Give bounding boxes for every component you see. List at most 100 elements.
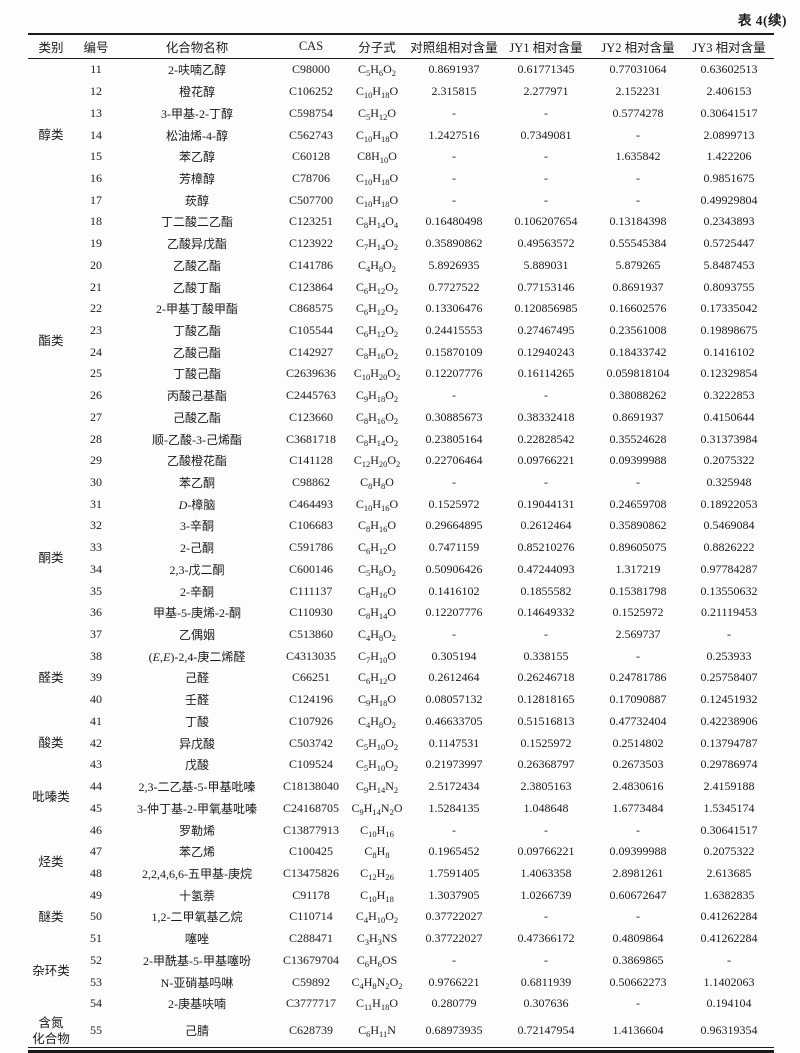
value-control: - xyxy=(452,822,456,837)
value-jy3: 1.422206 xyxy=(706,149,752,164)
row-number: 41 xyxy=(90,713,102,728)
cas-number: C868575 xyxy=(288,301,333,316)
row-number: 35 xyxy=(90,583,102,598)
value-jy1: 0.12940243 xyxy=(517,344,575,359)
cas-number: C60128 xyxy=(291,149,330,164)
table-row: 43 戊酸 C109524 C5H10O2 0.21973997 0.26368797 0.… xyxy=(28,754,774,776)
value-control: 0.8691937 xyxy=(428,62,480,77)
category-cell: 醇类 xyxy=(38,127,64,142)
table-row: 醚类 50 1,2-二甲氧基乙烷 C110714 C4H10O2 0.37722027 - -… xyxy=(28,906,774,928)
row-number: 22 xyxy=(90,301,102,316)
row-number: 46 xyxy=(90,822,102,837)
col-header-jy3: JY3 相对含量 xyxy=(684,34,774,59)
row-number: 34 xyxy=(90,561,102,576)
value-control: - xyxy=(452,952,456,967)
value-jy2: - xyxy=(636,192,640,207)
compound-name: 苯乙烯 xyxy=(178,845,215,860)
compound-name: 2,3-戊二酮 xyxy=(169,562,225,577)
value-jy3: 0.8826222 xyxy=(703,540,755,555)
compound-name: 十氢萘 xyxy=(178,888,215,903)
row-number: 28 xyxy=(90,431,102,446)
value-jy3: 1.5345174 xyxy=(703,800,755,815)
table-row: 48 2,2,4,6,6-五甲基-庚烷 C13475826 C12H26 1.75914… xyxy=(28,863,774,885)
compound-name: 芳樟醇 xyxy=(178,171,215,186)
table-row: 23 丁酸乙酯 C105544 C6H12O2 0.24415553 0.27467495… xyxy=(28,320,774,342)
compound-name: 乙酸丁酯 xyxy=(172,280,221,295)
table-row: 21 乙酸丁酯 C123864 C6H12O2 0.7727522 0.77153146 0… xyxy=(28,276,774,298)
value-control: 0.9766221 xyxy=(428,974,480,989)
value-control: 1.7591405 xyxy=(428,865,480,880)
col-header-cas: CAS xyxy=(276,34,346,59)
compound-name: 2-甲基丁酸甲酯 xyxy=(156,302,238,317)
compound-table: 类别 编号 化合物名称 CAS 分子式 对照组相对含量 JY1 相对含量 JY2… xyxy=(28,33,774,1049)
value-control: 0.46633705 xyxy=(425,713,483,728)
molecular-formula: C4H8N2O2 xyxy=(351,974,403,991)
col-header-formula: 分子式 xyxy=(346,34,408,59)
molecular-formula: C6H6OS xyxy=(356,952,398,969)
value-jy3: 0.25758407 xyxy=(700,670,758,685)
compound-name: 壬醛 xyxy=(184,693,209,708)
cas-number: C2445763 xyxy=(285,388,336,403)
value-jy2: - xyxy=(636,127,640,142)
compound-name: 乙酸橙花酯 xyxy=(166,454,227,469)
cas-number: C123864 xyxy=(288,279,333,294)
molecular-formula: C8H10O xyxy=(357,149,397,166)
row-number: 17 xyxy=(90,192,102,207)
table-row: 17 莰醇 C507700 C10H18O - - - 0.49929804 xyxy=(28,189,774,211)
cas-number: C98000 xyxy=(291,62,330,77)
molecular-formula: C8H16O2 xyxy=(355,344,399,361)
molecular-formula: C9H18O2 xyxy=(355,388,399,405)
cas-number: C13679704 xyxy=(282,952,339,967)
molecular-formula: C10H16 xyxy=(360,822,394,839)
table-row: 45 3-仲丁基-2-甲氧基吡嗪 C24168705 C9H14N2O 1.528413… xyxy=(28,797,774,819)
value-jy1: 0.16114265 xyxy=(517,366,575,381)
compound-name: 丁酸 xyxy=(184,714,209,729)
row-number: 20 xyxy=(90,257,102,272)
value-jy1: 0.49563572 xyxy=(517,236,575,251)
value-jy3: 0.12451932 xyxy=(700,692,758,707)
cas-number: C78706 xyxy=(291,170,330,185)
compound-name: N-亚硝基吗啉 xyxy=(160,975,234,990)
value-jy2: 2.152231 xyxy=(615,84,661,99)
value-jy1: 0.85210276 xyxy=(517,540,575,555)
value-jy2: 0.059818104 xyxy=(606,366,670,381)
value-control: 0.08057132 xyxy=(425,692,483,707)
value-jy2: 0.35890862 xyxy=(609,518,667,533)
row-number: 52 xyxy=(90,952,102,967)
value-jy3: 0.42238906 xyxy=(700,713,758,728)
cas-number: C123922 xyxy=(288,236,333,251)
value-control: 0.13306476 xyxy=(425,301,483,316)
cas-number: C13475826 xyxy=(282,865,339,880)
value-jy1: 2.3805163 xyxy=(520,779,572,794)
value-jy3: 0.3222853 xyxy=(703,388,755,403)
cas-number: C464493 xyxy=(288,496,333,511)
value-jy1: 0.6811939 xyxy=(520,974,572,989)
category-cell: 醚类 xyxy=(38,909,64,924)
cas-number: C109524 xyxy=(288,757,333,772)
value-control: 0.23805164 xyxy=(425,431,483,446)
value-jy3: 0.96319354 xyxy=(684,1014,774,1049)
cas-number: C288471 xyxy=(288,931,333,946)
value-jy2: 0.38088262 xyxy=(609,388,667,403)
cas-number: C3681718 xyxy=(285,431,336,446)
compound-name: 2,3-二乙基-5-甲基吡嗪 xyxy=(138,780,256,795)
value-jy2: 0.2514802 xyxy=(612,735,664,750)
cas-number: C106252 xyxy=(288,84,333,99)
value-jy3: 0.31373984 xyxy=(700,431,758,446)
value-jy3: 1.6382835 xyxy=(703,887,755,902)
value-control: 0.50906426 xyxy=(425,561,483,576)
value-jy2: 0.09399988 xyxy=(609,453,667,468)
table-row: 22 2-甲基丁酸甲酯 C868575 C6H12O2 0.13306476 0.1208… xyxy=(28,298,774,320)
value-jy1: 0.12818165 xyxy=(517,692,575,707)
molecular-formula: C10H16O xyxy=(355,496,399,513)
table-row: 52 2-甲酰基-5-甲基噻吩 C13679704 C6H6OS - - 0.3869865… xyxy=(28,949,774,971)
table-row: 杂环类 51 噻唑 C288471 C3H3NS 0.37722027 0.47366172… xyxy=(28,928,774,978)
cas-number: C4313035 xyxy=(285,648,336,663)
molecular-formula: C6H12O2 xyxy=(355,279,399,296)
value-jy3: 0.63602513 xyxy=(700,62,758,77)
row-number: 37 xyxy=(90,627,102,642)
compound-name: 松油烯-4-醇 xyxy=(166,128,228,143)
molecular-formula: C7H14O2 xyxy=(355,236,399,253)
cas-number: C507700 xyxy=(288,192,333,207)
molecular-formula: C8H14O2 xyxy=(355,431,399,448)
